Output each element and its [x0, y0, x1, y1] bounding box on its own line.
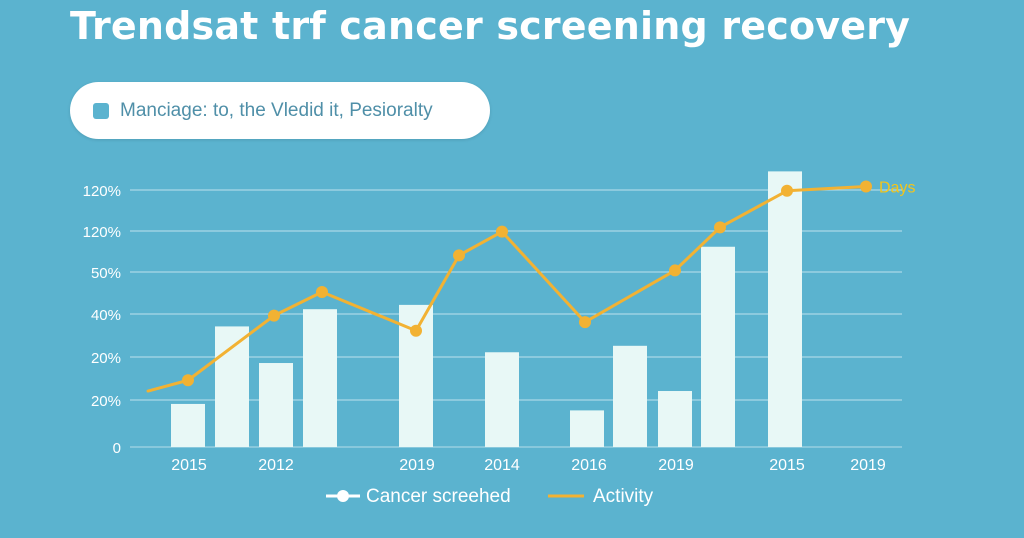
activity-point: [860, 180, 872, 193]
activity-point: [496, 225, 508, 238]
bar: [658, 391, 692, 447]
y-tick-label: 120%: [83, 224, 121, 241]
x-tick-label: 2016: [571, 457, 607, 474]
legend: Cancer screehed Activity: [0, 484, 1024, 510]
activity-point: [410, 324, 422, 337]
x-tick-label: 2019: [399, 457, 435, 474]
activity-point: [182, 374, 194, 387]
chart-subtitle: Manciage: to, the Vledid it, Pesioralty: [120, 100, 433, 121]
x-tick-label: 2015: [171, 457, 207, 474]
legend-line-dot-icon: [326, 490, 360, 502]
y-tick-label: 40%: [91, 307, 121, 324]
x-tick-label: 2012: [258, 457, 294, 474]
bar: [485, 352, 519, 447]
x-tick-label: 2019: [850, 457, 886, 474]
bar: [215, 326, 249, 447]
bar: [303, 309, 337, 447]
activity-point: [714, 221, 726, 234]
x-tick-label: 2014: [484, 457, 520, 474]
bar: [613, 345, 647, 447]
legend-label-cancer-screened: Cancer screehed: [366, 486, 511, 507]
activity-line: [146, 184, 868, 393]
bar: [768, 171, 802, 448]
activity-point: [579, 316, 591, 329]
x-tick-label: 2019: [658, 457, 694, 474]
activity-point: [316, 285, 328, 298]
bar: [171, 403, 205, 447]
y-tick-label: 20%: [91, 350, 121, 367]
bar: [259, 363, 293, 447]
subtitle-marker-icon: [93, 103, 109, 119]
y-tick-label: 50%: [91, 265, 121, 282]
subtitle-pill: Manciage: to, the Vledid it, Pesioralty: [70, 82, 490, 139]
bar: [570, 410, 604, 447]
y-tick-label: 0: [113, 440, 121, 457]
legend-line-icon: [548, 494, 584, 498]
activity-end-label: Days: [879, 179, 915, 196]
activity-point: [453, 249, 465, 262]
chart-title: Trendsat trf cancer screening recovery: [70, 4, 911, 48]
y-tick-label: 120%: [83, 183, 121, 200]
x-tick-label: 2015: [769, 457, 805, 474]
legend-label-activity: Activity: [593, 486, 654, 507]
activity-point: [669, 264, 681, 277]
y-tick-label: 20%: [91, 393, 121, 410]
legend-item-activity: Activity: [548, 484, 688, 510]
legend-item-cancer-screened: Cancer screehed: [326, 484, 526, 510]
activity-point: [781, 184, 793, 197]
bar: [701, 246, 735, 447]
activity-point: [268, 309, 280, 322]
